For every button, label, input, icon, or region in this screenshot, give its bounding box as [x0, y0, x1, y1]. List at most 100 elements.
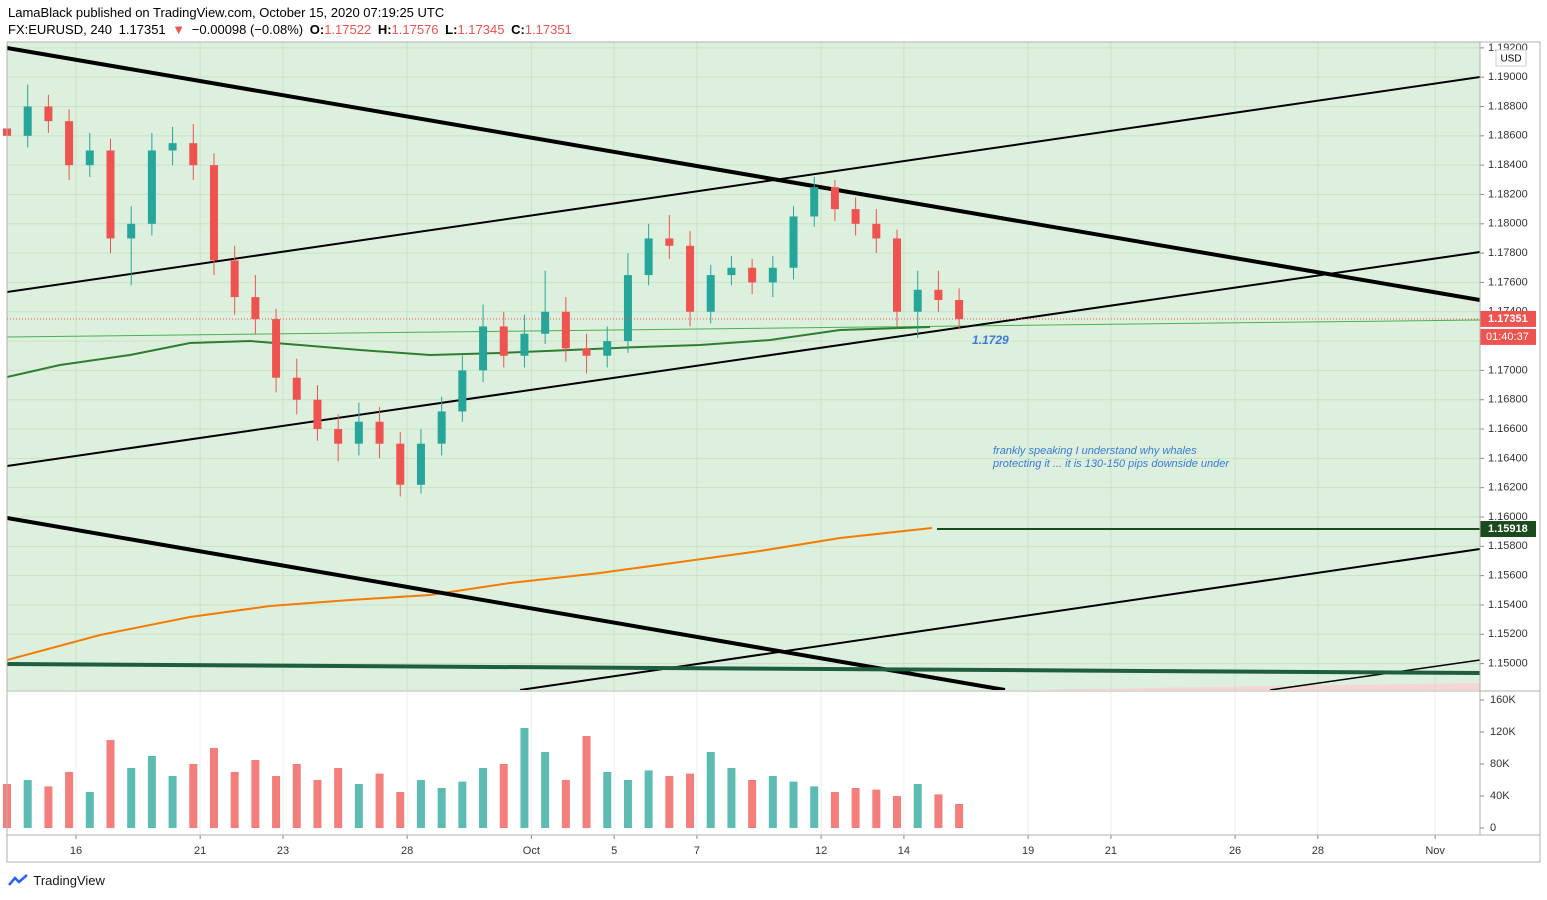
- volume-bar: [313, 780, 322, 828]
- l-label: L:: [445, 22, 458, 37]
- annotation: protecting it ... it is 130-150 pips dow…: [992, 458, 1230, 470]
- price-note: 1.1729: [972, 333, 1009, 347]
- volume-bar: [230, 772, 239, 828]
- x-tick-label: 21: [1105, 845, 1117, 857]
- h-label: H:: [377, 22, 392, 37]
- volume-bar: [727, 768, 736, 828]
- volume-bar: [768, 776, 777, 828]
- candle-body: [85, 150, 94, 166]
- candle-body: [251, 297, 260, 320]
- annotation: frankly speaking I understand why whales: [993, 445, 1197, 457]
- support-line: [7, 662, 1480, 675]
- ma-green: [7, 326, 931, 378]
- trendline: [7, 46, 1480, 302]
- chart: 1.15000 1.15200 1.15400 1.15600 1.15800 1.160…: [3, 41, 1541, 863]
- candle-body: [748, 267, 757, 283]
- volume-bar: [541, 752, 550, 828]
- candle-body: [520, 333, 529, 356]
- candle-body: [706, 275, 715, 312]
- candle-body: [727, 267, 736, 276]
- x-tick-label: 21: [194, 845, 206, 857]
- candle-body: [458, 370, 467, 412]
- candle-body: [686, 245, 695, 312]
- candle-body: [230, 260, 239, 298]
- candle-body: [582, 348, 591, 356]
- volume-bar: [44, 786, 53, 828]
- volume-bar: [479, 768, 488, 828]
- volume-bar: [830, 792, 839, 828]
- arrow: ▼: [172, 22, 186, 37]
- c-label: C:: [511, 22, 525, 37]
- volume-bar: [872, 789, 881, 828]
- trendline: [7, 76, 1480, 293]
- y-tick-label: 1.16200: [1488, 482, 1528, 494]
- x-tick-label: 28: [1312, 845, 1324, 857]
- volume-bar: [603, 772, 612, 828]
- volume-bar: [292, 764, 301, 828]
- x-tick-label: 12: [815, 845, 827, 857]
- v-tick-label: 160K: [1490, 694, 1516, 706]
- candle-body: [375, 421, 384, 444]
- y-tick-label: 1.16800: [1488, 394, 1528, 406]
- candle-body: [955, 300, 964, 320]
- volume-bar: [209, 748, 218, 828]
- candle-body: [810, 187, 819, 217]
- c: 1.17351: [524, 22, 572, 37]
- y-tick-label: 1.18600: [1488, 130, 1528, 142]
- change: −0.00098 (−0.08%): [191, 22, 304, 37]
- volume-bar: [147, 756, 156, 828]
- candle-body: [209, 165, 218, 261]
- volume-bar: [665, 776, 674, 828]
- volume-bar: [520, 728, 529, 828]
- candle-body: [396, 443, 405, 485]
- countdown-box: [1480, 328, 1536, 345]
- volume-bar: [354, 784, 363, 828]
- volume-bar: [127, 768, 136, 828]
- volume-bar: [582, 736, 591, 828]
- candle-body: [147, 150, 156, 224]
- candle-body: [479, 326, 488, 371]
- x-tick-label: 28: [401, 845, 413, 857]
- volume-bar: [686, 773, 695, 828]
- candle-body: [334, 429, 343, 444]
- y-tick-label: 1.17000: [1488, 364, 1528, 376]
- o: 1.17522: [324, 22, 372, 37]
- y-tick-label: 1.16000: [1488, 511, 1528, 523]
- price-label-box: [1480, 521, 1536, 538]
- volume-bar: [561, 780, 570, 828]
- y-tick-label: 1.17600: [1488, 276, 1528, 288]
- y-tick-label: 1.16600: [1488, 423, 1528, 435]
- x-tick-label: Nov: [1425, 845, 1445, 857]
- candle-body: [354, 421, 363, 444]
- volume-bar: [437, 788, 446, 828]
- y-tick-label: 1.19000: [1488, 71, 1528, 83]
- y-tick-label: 1.15000: [1488, 658, 1528, 670]
- currency-box: [1495, 49, 1527, 67]
- candle-body: [665, 238, 674, 246]
- v-tick-label: 40K: [1490, 790, 1510, 802]
- volume-bar: [416, 780, 425, 828]
- y-tick-label: 1.18000: [1488, 218, 1528, 230]
- zone-fill: [7, 42, 1480, 690]
- price-label: 1.17351: [1488, 313, 1528, 325]
- o-label: O:: [309, 22, 325, 37]
- last: 1.17351: [118, 22, 166, 37]
- price-label: 1.15918: [1488, 523, 1528, 535]
- volume-bar: [334, 768, 343, 828]
- volume-bar: [810, 786, 819, 828]
- trendline: [7, 251, 1480, 467]
- volume-bar: [851, 788, 860, 828]
- volume-bar: [623, 780, 632, 828]
- candle-body: [44, 106, 53, 122]
- candle-body: [893, 238, 902, 312]
- candle-body: [23, 106, 32, 136]
- volume-bar: [706, 752, 715, 828]
- volume-bar: [458, 781, 467, 828]
- candle-body: [789, 216, 798, 268]
- y-tick-label: 1.18400: [1488, 159, 1528, 171]
- y-tick-label: 1.18200: [1488, 188, 1528, 200]
- candle-body: [768, 267, 777, 283]
- candle-body: [189, 143, 198, 166]
- x-tick-label: 16: [70, 845, 82, 857]
